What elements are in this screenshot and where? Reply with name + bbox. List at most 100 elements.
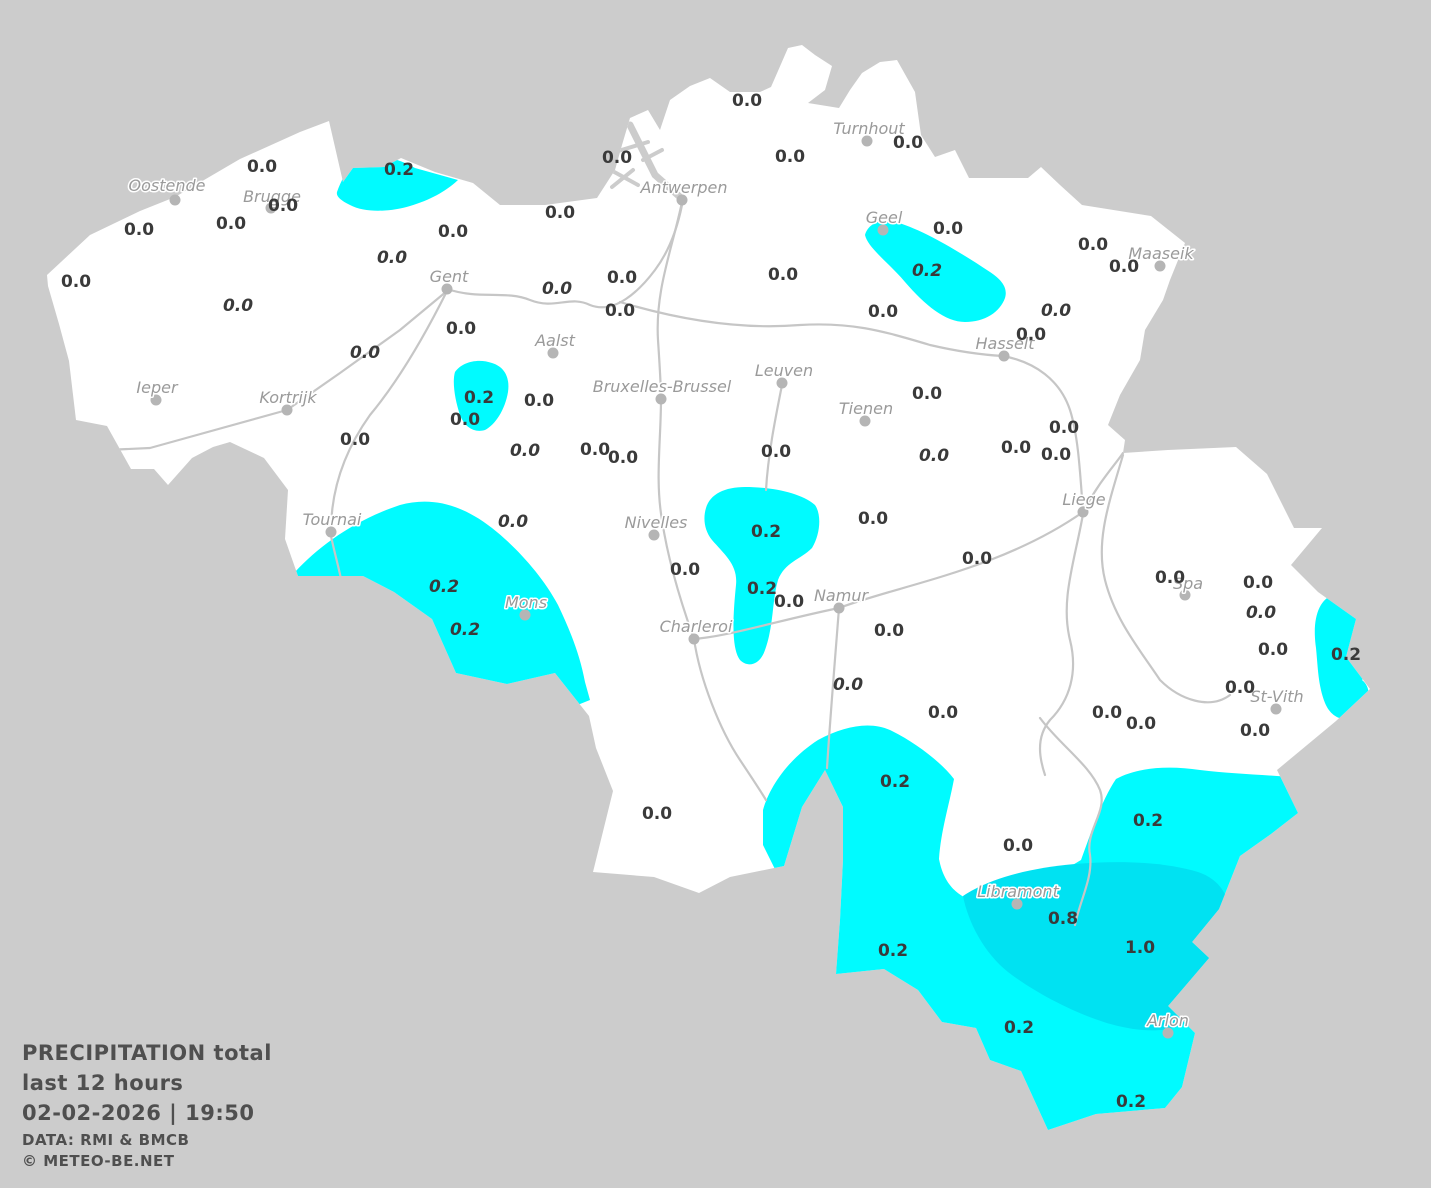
city-label: Liege: [1062, 490, 1105, 509]
station-value: 0.0: [1016, 325, 1046, 345]
city-label: Geel: [866, 208, 903, 227]
station-value: 1.0: [1125, 938, 1155, 958]
station-value: 0.0: [732, 91, 762, 111]
station-value: 0.0: [340, 430, 370, 450]
belgium-land: [47, 45, 1370, 1130]
city-dot: [1077, 506, 1089, 518]
station-value: 0.0: [868, 302, 898, 322]
city-dot: [265, 202, 277, 214]
station-value: 0.0: [919, 446, 949, 466]
station-value: 0.0: [446, 319, 476, 339]
river-demer: [618, 300, 1085, 514]
station-value: 0.0: [1243, 573, 1273, 593]
station-value: 0.2: [912, 261, 942, 281]
city-label: Tienen: [839, 399, 893, 418]
city-dot: [325, 526, 337, 538]
station-value: 0.0: [1126, 714, 1156, 734]
station-value: 0.0: [61, 272, 91, 292]
station-value: 0.0: [1041, 301, 1071, 321]
station-value: 0.0: [1258, 640, 1288, 660]
station-value: 0.0: [524, 391, 554, 411]
map-data-source: DATA: RMI & BMCB: [22, 1131, 190, 1149]
city-dot: [859, 415, 871, 427]
stations-layer: 0.0 0.2 0.0 0.0 0.0 0.0 0.0 0.0 0.0 0.0 0.0 0.0 0.0 0…: [61, 91, 1361, 1112]
city-label: Brugge: [243, 187, 301, 206]
river-sambre: [692, 606, 841, 641]
station-value: 0.0: [247, 157, 277, 177]
river-eau-heure: [692, 637, 768, 802]
station-value: 0.0: [580, 440, 610, 460]
station-value: 0.0: [775, 147, 805, 167]
city-label: Tournai: [303, 510, 362, 529]
station-value: 0.0: [912, 384, 942, 404]
city-label: Aalst: [534, 331, 576, 350]
city-label: Libramont: [977, 882, 1059, 901]
city-dot: [281, 404, 293, 416]
station-value: 0.2: [464, 388, 494, 408]
station-value: 0.0: [768, 265, 798, 285]
station-value: 0.0: [874, 621, 904, 641]
station-value: 0.0: [928, 703, 958, 723]
city-dot: [1179, 589, 1191, 601]
city-label: Gent: [430, 267, 469, 286]
station-value: 0.0: [833, 675, 863, 695]
station-value: 0.2: [429, 577, 459, 597]
city-label: Antwerpen: [639, 178, 727, 197]
city-dot: [1270, 703, 1282, 715]
map-datetime: 02-02-2026 | 19:50: [22, 1101, 255, 1125]
city-dot: [877, 224, 889, 236]
city-label: Leuven: [755, 361, 813, 380]
station-value: 0.0: [893, 133, 923, 153]
station-value: 0.2: [880, 772, 910, 792]
station-value: 0.2: [1004, 1018, 1034, 1038]
station-value: 0.0: [124, 220, 154, 240]
precip-region-gembloux: [704, 487, 820, 665]
map-subtitle: last 12 hours: [22, 1071, 184, 1095]
city-dot: [776, 377, 788, 389]
city-dot: [861, 135, 873, 147]
station-value: 0.0: [642, 804, 672, 824]
canal-brussels: [656, 200, 696, 641]
city-label: Turnhout: [833, 119, 905, 138]
city-label: Hasselt: [975, 334, 1035, 353]
city-label: Maaseik: [1128, 244, 1194, 263]
city-label: Oostende: [129, 176, 206, 195]
station-value: 0.0: [607, 268, 637, 288]
river-schelde-lower: [445, 203, 684, 309]
station-value: 0.0: [1109, 257, 1139, 277]
river-ourthe: [1038, 512, 1085, 777]
river-schelde-upper: [329, 289, 449, 538]
city-dot: [833, 602, 845, 614]
station-value: 0.0: [216, 214, 246, 234]
station-value: 0.0: [670, 560, 700, 580]
city-label: St-Vith: [1250, 687, 1303, 706]
station-value: 0.0: [1003, 836, 1033, 856]
city-dot: [648, 529, 660, 541]
city-dot: [655, 393, 667, 405]
map-title: PRECIPITATION total: [22, 1041, 272, 1065]
cities-layer: Oostende Brugge Antwerpen Turnhout Geel Maase…: [127, 118, 1305, 1039]
city-dot: [676, 194, 688, 206]
station-value: 0.0: [858, 509, 888, 529]
port-channel-branch: [641, 148, 664, 162]
river-leie: [60, 289, 449, 454]
river-meuse: [825, 451, 1125, 770]
city-label: Bruxelles-Brussel: [593, 377, 732, 396]
station-value: 0.0: [761, 442, 791, 462]
station-value: 0.0: [1001, 438, 1031, 458]
station-value: 0.0: [933, 219, 963, 239]
city-dot: [1154, 260, 1166, 272]
station-value: 0.2: [384, 160, 414, 180]
river-lines: [60, 200, 1232, 927]
station-value: 0.0: [350, 343, 380, 363]
station-value: 0.0: [1225, 678, 1255, 698]
city-label: Charleroi: [660, 617, 733, 636]
city-label: Spa: [1173, 574, 1203, 593]
station-value: 0.2: [1116, 1092, 1146, 1112]
port-channel-main: [626, 121, 684, 201]
station-value: 0.0: [602, 148, 632, 168]
precip-region-geel: [865, 220, 1006, 322]
station-value: 0.0: [1155, 568, 1185, 588]
city-label: Arlon: [1146, 1011, 1189, 1030]
